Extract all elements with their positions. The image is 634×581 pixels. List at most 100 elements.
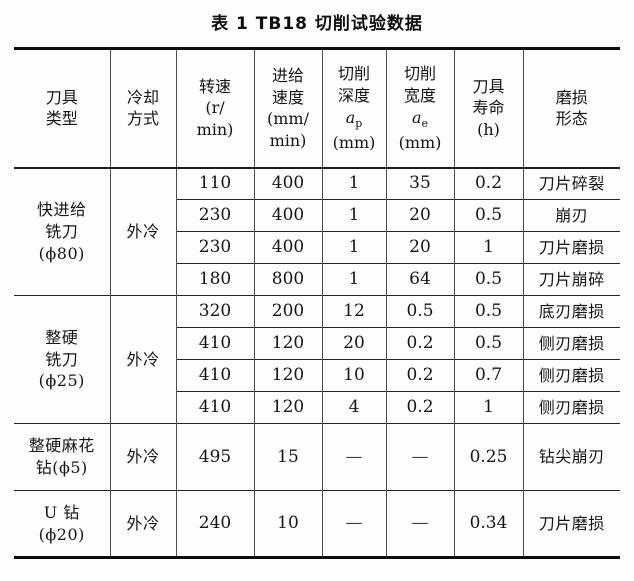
- cell-wear: 侧刃磨损: [522, 327, 620, 360]
- cell-life: 0.5: [453, 295, 523, 328]
- tool-line: (ϕ80): [38, 243, 85, 263]
- cell-speed: 110: [175, 167, 254, 200]
- cell-feed: 120: [253, 391, 322, 424]
- table-row: 230 400 1 20 0.5 崩刃: [14, 199, 620, 232]
- cell-depth: 12: [321, 295, 386, 328]
- cell-wear: 侧刃磨损: [522, 359, 620, 392]
- subscript-e: e: [421, 116, 429, 130]
- cell-depth: 1: [321, 231, 386, 264]
- table-row: 180 800 1 64 0.5 刀片崩碎: [14, 263, 620, 296]
- cell-speed: 180: [175, 263, 254, 296]
- header-cell-wear: 磨损 形态: [522, 48, 620, 168]
- cell-width: 35: [385, 167, 454, 200]
- cell-speed: 410: [175, 359, 254, 392]
- header-line: min): [196, 120, 234, 140]
- cell-wear: 刀片碎裂: [522, 167, 620, 200]
- cell-depth: 1: [321, 199, 386, 232]
- cell-width: —: [385, 490, 454, 558]
- header-line: (mm): [398, 132, 442, 152]
- cell-feed: 120: [253, 359, 322, 392]
- cell-speed: 410: [175, 391, 254, 424]
- cell-cooling: 外冷: [109, 167, 176, 296]
- header-line: 切削: [403, 64, 436, 84]
- cell-tool: 快进给 铣刀 (ϕ80): [14, 168, 110, 296]
- cell-width: 0.2: [385, 391, 454, 424]
- cell-width: 20: [385, 231, 454, 264]
- italic-a: a: [345, 107, 356, 127]
- table-title: 表 1 TB18 切削试验数据: [211, 14, 423, 34]
- cutting-test-data-table: 刀具 类型 冷却 方式 转速 (r/ min) 进给 速度 (mm/ min): [14, 47, 620, 559]
- table-row: 整硬 铣刀 (ϕ25) 外冷 320 200 12 0.5 0.5 底刃磨损: [14, 295, 620, 424]
- cell-tool: 整硬麻花 钻(ϕ5): [14, 424, 110, 491]
- header-line: 磨损: [555, 87, 588, 107]
- header-line: min): [269, 130, 307, 150]
- table-row: 410 120 10 0.2 0.7 侧刃磨损: [14, 359, 620, 392]
- cell-life: 0.25: [453, 423, 523, 491]
- header-line: 速度: [271, 87, 304, 107]
- cell-depth: 20: [321, 327, 386, 360]
- cell-life: 0.5: [453, 263, 523, 296]
- cell-depth: 1: [321, 263, 386, 296]
- cell-life: 0.5: [453, 199, 523, 232]
- header-line: 寿命: [472, 98, 505, 118]
- table-row: 230 400 1 20 1 刀片磨损: [14, 231, 620, 264]
- cell-depth: 4: [321, 391, 386, 424]
- tool-line: 钻(ϕ5): [35, 458, 88, 477]
- header-line: (mm/: [267, 109, 309, 129]
- header-line: (h): [477, 120, 500, 140]
- cell-wear: 崩刃: [522, 199, 620, 232]
- header-line: (mm): [332, 132, 376, 152]
- table-row: U 钻 (ϕ20) 外冷 240 10 — — 0.34 刀片磨损: [14, 490, 620, 558]
- cell-speed: 230: [175, 231, 254, 264]
- cell-tool: 整硬 铣刀 (ϕ25): [14, 296, 110, 424]
- cell-depth: 1: [321, 167, 386, 200]
- cell-life: 1: [453, 231, 523, 264]
- cell-life: 0.34: [453, 490, 523, 558]
- cell-feed: 120: [253, 327, 322, 360]
- cell-tool: U 钻 (ϕ20): [14, 491, 110, 558]
- cell-life: 0.7: [453, 359, 523, 392]
- cell-feed: 400: [253, 199, 322, 232]
- header-line: 方式: [126, 109, 159, 129]
- cell-width: 0.2: [385, 359, 454, 392]
- cell-life: 1: [453, 391, 523, 424]
- header-line: (r/: [205, 98, 225, 118]
- header-cell-depth: 切削 深度 ap (mm): [321, 48, 386, 168]
- cell-wear: 刀片磨损: [522, 490, 620, 558]
- header-line: 进给: [271, 66, 304, 86]
- table-row: 410 120 20 0.2 0.5 侧刃磨损: [14, 327, 620, 360]
- header-line: 形态: [555, 109, 588, 129]
- header-row: 刀具 类型 冷却 方式 转速 (r/ min) 进给 速度 (mm/ min): [14, 48, 620, 168]
- header-cell-tool-type: 刀具 类型: [14, 49, 110, 168]
- tool-line: 整硬: [45, 328, 79, 348]
- cell-wear: 底刃磨损: [522, 295, 620, 328]
- cell-feed: 200: [253, 295, 322, 328]
- tool-line: 铣刀: [45, 221, 79, 241]
- header-line: 转速: [198, 76, 231, 96]
- cell-cooling: 外冷: [109, 423, 176, 491]
- header-cell-feed: 进给 速度 (mm/ min): [253, 48, 322, 168]
- cell-speed: 410: [175, 327, 254, 360]
- cell-width: 64: [385, 263, 454, 296]
- table-row: 整硬麻花 钻(ϕ5) 外冷 495 15 — — 0.25 钻尖崩刃: [14, 423, 620, 491]
- cell-life: 0.5: [453, 327, 523, 360]
- table-header: 刀具 类型 冷却 方式 转速 (r/ min) 进给 速度 (mm/ min): [14, 48, 620, 168]
- cell-feed: 15: [253, 423, 322, 491]
- cell-cooling: 外冷: [109, 490, 176, 558]
- cell-width: 0.5: [385, 295, 454, 328]
- cell-feed: 400: [253, 167, 322, 200]
- depth-symbol: ap: [323, 107, 386, 132]
- cell-depth: 10: [321, 359, 386, 392]
- cell-life: 0.2: [453, 167, 523, 200]
- cell-wear: 刀片崩碎: [522, 263, 620, 296]
- table-body: 快进给 铣刀 (ϕ80) 外冷 110 400 1 35 0.2 刀片碎裂 23…: [14, 167, 620, 558]
- table-row: 410 120 4 0.2 1 侧刃磨损: [14, 391, 620, 424]
- tool-line: (ϕ25): [38, 371, 85, 391]
- cell-wear: 钻尖崩刃: [522, 423, 620, 491]
- header-cell-cooling: 冷却 方式: [109, 48, 176, 168]
- cell-speed: 230: [175, 199, 254, 232]
- tool-line: U 钻: [43, 502, 80, 522]
- cell-cooling: 外冷: [109, 295, 176, 424]
- table-row: 快进给 铣刀 (ϕ80) 外冷 110 400 1 35 0.2 刀片碎裂: [14, 167, 620, 296]
- header-line: 冷却: [126, 87, 159, 107]
